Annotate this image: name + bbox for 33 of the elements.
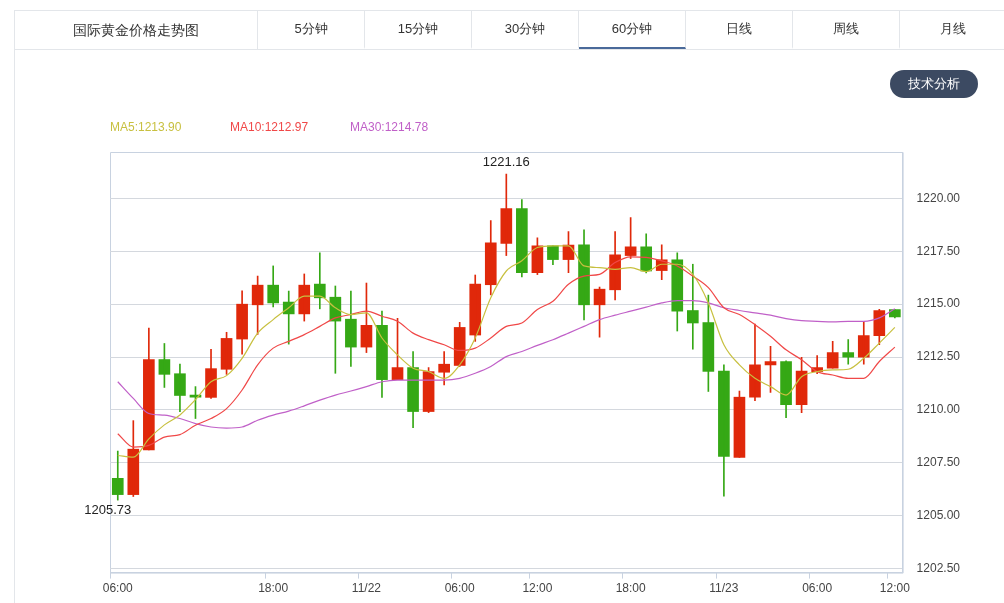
- x-tick-label: 11/22: [351, 581, 382, 596]
- chart-title: 国际黄金价格走势图: [15, 11, 258, 49]
- x-tick-label: 06:00: [102, 581, 134, 596]
- y-tick-label: 1220.00: [916, 190, 961, 205]
- y-tick-label: 1210.00: [916, 402, 961, 417]
- text: 月线: [900, 11, 1004, 49]
- text: MA5:1213.90: [110, 120, 183, 134]
- line-series: [117, 299, 896, 429]
- y-tick-label: 1202.50: [916, 560, 961, 575]
- y-tick-label: 1205.00: [916, 507, 961, 522]
- text: 60分钟: [579, 11, 686, 49]
- text: 技术分析: [890, 70, 978, 98]
- text: 30分钟: [472, 11, 579, 49]
- annotation: 1205.73: [84, 502, 132, 518]
- y-tick-label: 1215.00: [916, 296, 961, 311]
- y-tick-label: 1217.50: [916, 243, 961, 258]
- text: MA10:1212.97: [230, 120, 310, 134]
- y-tick-label: 1212.50: [916, 349, 961, 364]
- text: 5分钟: [258, 11, 365, 49]
- text: 周线: [793, 11, 900, 49]
- text: 15分钟: [365, 11, 472, 49]
- x-tick-label: 11/23: [709, 581, 739, 596]
- x-tick-label: 12:00: [522, 581, 553, 596]
- text: 日线: [686, 11, 793, 49]
- text: MA30:1214.78: [350, 120, 430, 134]
- x-tick-label: 18:00: [615, 581, 646, 596]
- x-tick-label: 12:00: [879, 581, 911, 596]
- y-tick-label: 1207.50: [916, 455, 961, 470]
- candlestick: [842, 339, 855, 365]
- x-tick-label: 06:00: [802, 581, 833, 596]
- x-tick-label: 06:00: [444, 581, 476, 596]
- x-tick-label: 18:00: [258, 581, 289, 596]
- annotation: 1221.16: [482, 154, 530, 170]
